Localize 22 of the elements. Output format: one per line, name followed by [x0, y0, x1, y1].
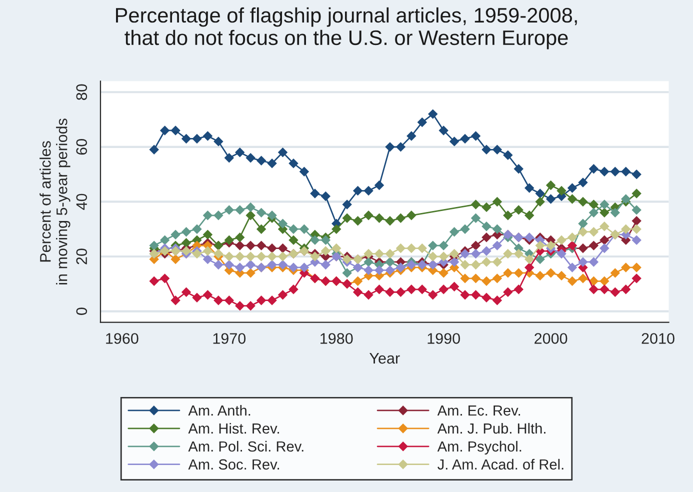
y-tick-label: 60: [76, 139, 88, 155]
legend-label: Am. Hist. Rev.: [188, 422, 279, 434]
y-tick-label: 80: [76, 84, 88, 100]
x-tick-label: 2000: [534, 333, 568, 344]
legend-label: Am. Psychol.: [437, 440, 522, 455]
legend-label: Am. J. Pub. Hlth.: [437, 422, 546, 434]
y-tick-label: 20: [76, 248, 88, 264]
chart-title: Percentage of flagship journal articles, 1959-2008, that do not focus on the U.S. or Western Europe: [116, 7, 577, 50]
legend-label: Am. Anth.: [188, 404, 250, 416]
legend-label: Am. Soc. Rev.: [188, 459, 279, 470]
legend-label: J. Am. Acad. of Rel.: [438, 458, 564, 470]
x-tick-label: 1980: [320, 333, 353, 344]
y-tick-label: 40: [76, 194, 88, 210]
x-axis-title: Year: [370, 353, 400, 364]
y-tick-label: 0: [76, 308, 88, 315]
x-tick-label: 1960: [106, 333, 138, 344]
legend-label: Am. Ec. Rev.: [437, 406, 520, 416]
legend-label: Am. Pol. Sci. Rev.: [188, 440, 304, 452]
x-tick-label: 2010: [642, 333, 674, 344]
y-axis-title: Percent of articles in moving 5-year periods: [40, 118, 70, 284]
x-tick-label: 1970: [213, 333, 246, 344]
x-tick-label: 1990: [428, 333, 460, 344]
